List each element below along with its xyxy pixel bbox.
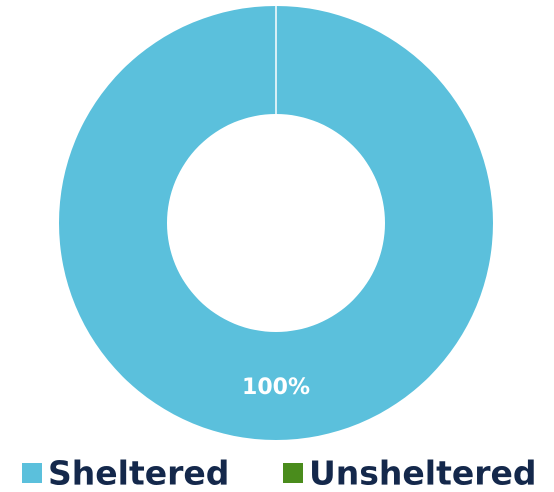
data-label: 100% bbox=[242, 375, 310, 400]
legend-label: Unsheltered bbox=[309, 454, 537, 492]
legend-swatch bbox=[22, 463, 42, 483]
donut-slice bbox=[59, 6, 493, 440]
legend-label: Sheltered bbox=[48, 454, 229, 492]
legend-swatch bbox=[283, 463, 303, 483]
